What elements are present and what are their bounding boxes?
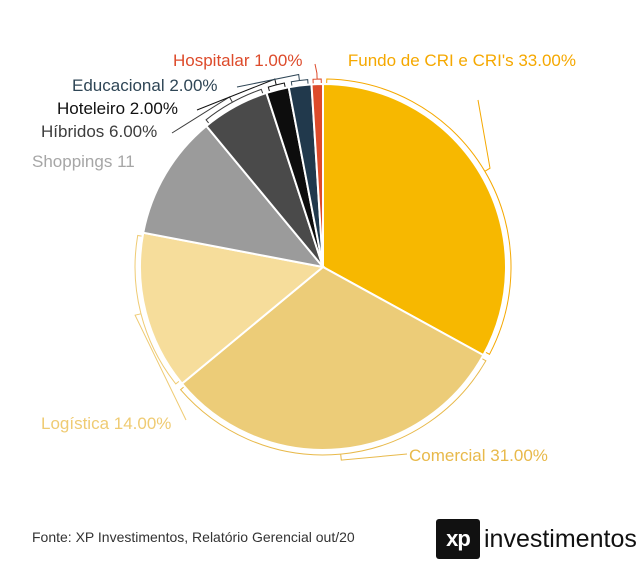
label-hibridos: Híbridos 6.00% bbox=[41, 122, 157, 141]
label-fundo-de-cri-e-cri-s: Fundo de CRI e CRI's 33.00% bbox=[348, 51, 576, 70]
slice-comercial bbox=[180, 265, 485, 451]
source-note: Fonte: XP Investimentos, Relatório Geren… bbox=[32, 529, 355, 545]
leader-logistica bbox=[134, 234, 187, 421]
pie-slices bbox=[139, 82, 507, 451]
slice-fundo-de-cri-e-cri-s bbox=[322, 82, 507, 357]
leader-hospitalar bbox=[312, 63, 322, 84]
leader-lines bbox=[134, 63, 512, 461]
label-educacional: Educacional 2.00% bbox=[72, 76, 218, 95]
slice-hospitalar bbox=[310, 82, 324, 268]
label-comercial: Comercial 31.00% bbox=[409, 446, 548, 465]
xp-logo-mark: xp bbox=[436, 519, 480, 559]
leader-fundo-de-cri-e-cri-s bbox=[326, 78, 512, 355]
label-hoteleiro: Hoteleiro 2.00% bbox=[57, 99, 178, 118]
xp-logo-word: investimentos bbox=[484, 524, 637, 553]
slice-shoppings bbox=[142, 124, 326, 269]
xp-investimentos-logo: xp investimentos bbox=[436, 519, 637, 559]
slice-labels: Fundo de CRI e CRI's 33.00% Comercial 31.… bbox=[32, 51, 576, 465]
label-hospitalar: Hospitalar 1.00% bbox=[173, 51, 302, 70]
label-logistica: Logística 14.00% bbox=[41, 414, 171, 433]
label-shoppings: Shoppings 11 bbox=[32, 152, 135, 171]
leader-comercial bbox=[179, 358, 487, 461]
leader-educacional bbox=[236, 73, 309, 88]
slice-logistica bbox=[139, 231, 326, 386]
